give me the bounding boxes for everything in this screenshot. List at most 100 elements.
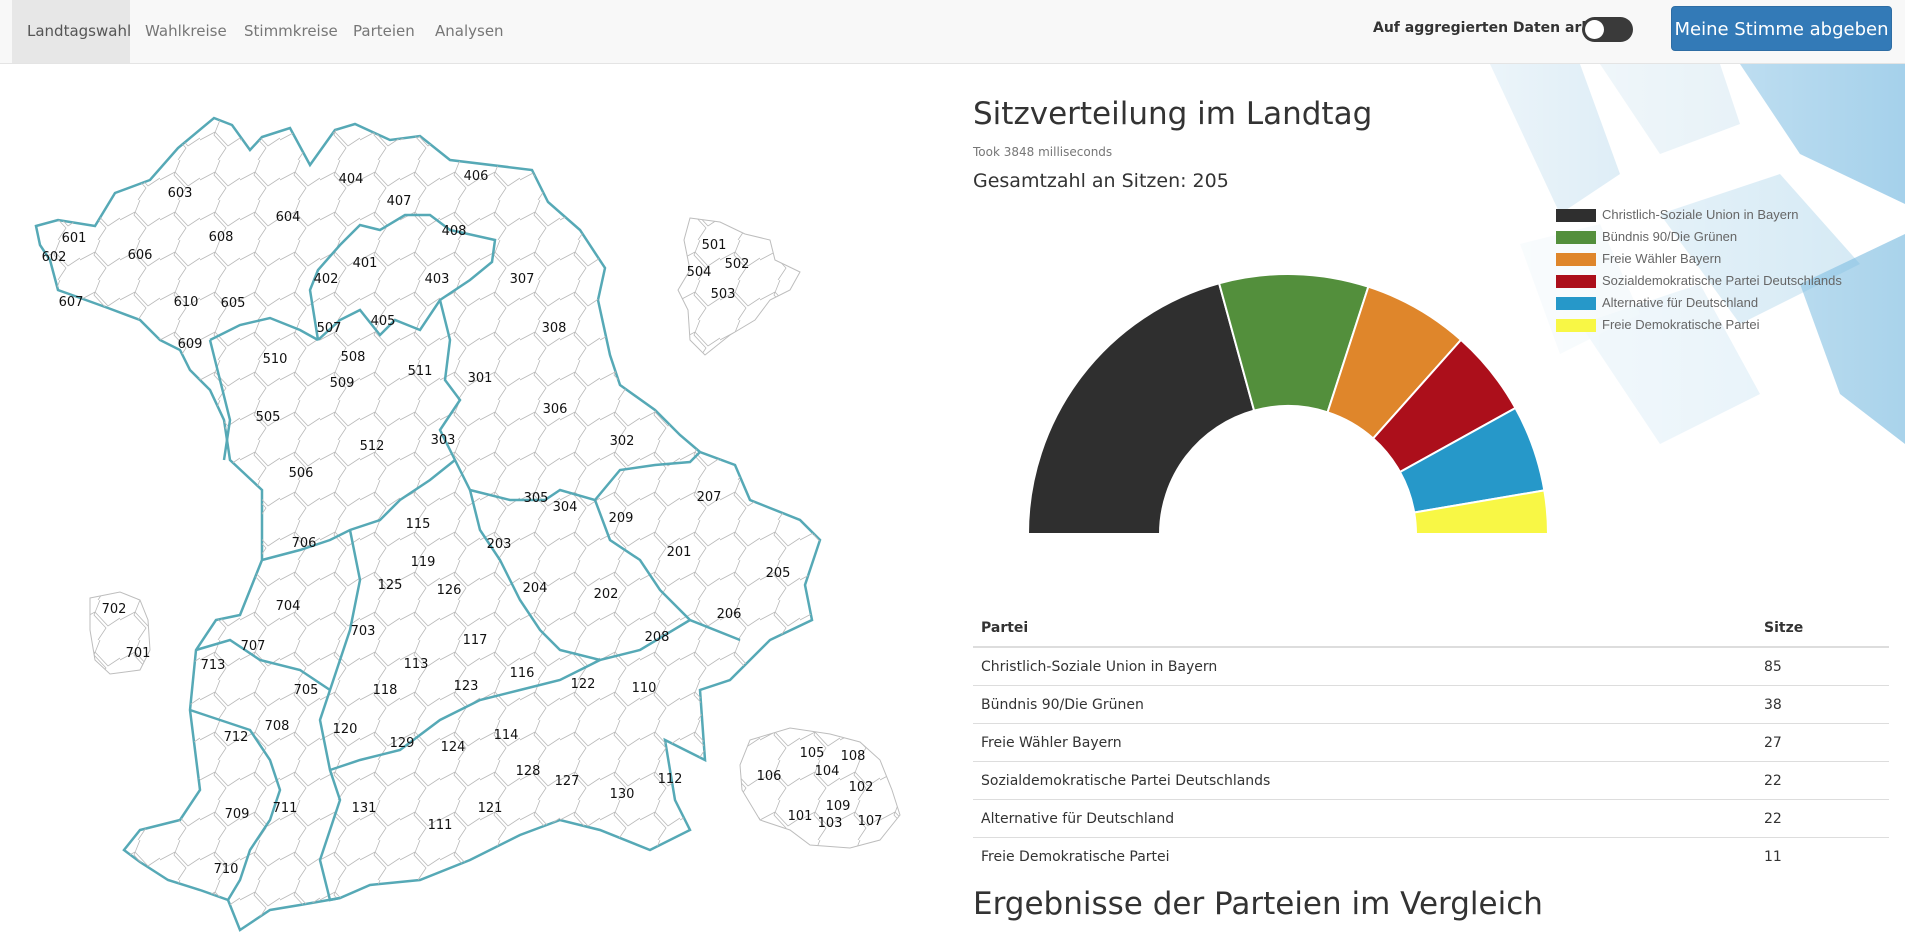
district-label-201[interactable]: 201 (667, 545, 692, 560)
district-label-402[interactable]: 402 (314, 272, 339, 287)
district-label-128[interactable]: 128 (516, 764, 541, 779)
district-label-124[interactable]: 124 (441, 740, 466, 755)
district-label-504[interactable]: 504 (687, 265, 712, 280)
district-label-129[interactable]: 129 (390, 736, 415, 751)
district-label-117[interactable]: 117 (463, 633, 488, 648)
district-label-304[interactable]: 304 (553, 500, 578, 515)
district-label-104[interactable]: 104 (815, 764, 840, 779)
district-label-711[interactable]: 711 (273, 801, 298, 816)
district-label-508[interactable]: 508 (341, 350, 366, 365)
district-label-510[interactable]: 510 (263, 352, 288, 367)
district-label-709[interactable]: 709 (225, 807, 250, 822)
district-label-125[interactable]: 125 (378, 578, 403, 593)
district-label-118[interactable]: 118 (373, 683, 398, 698)
district-label-712[interactable]: 712 (224, 730, 249, 745)
district-label-606[interactable]: 606 (128, 248, 153, 263)
district-label-703[interactable]: 703 (351, 624, 376, 639)
district-label-101[interactable]: 101 (788, 809, 813, 824)
district-label-209[interactable]: 209 (609, 511, 634, 526)
district-label-120[interactable]: 120 (333, 722, 358, 737)
district-label-130[interactable]: 130 (610, 787, 635, 802)
district-label-131[interactable]: 131 (352, 801, 377, 816)
district-label-203[interactable]: 203 (487, 537, 512, 552)
district-label-511[interactable]: 511 (408, 364, 433, 379)
district-label-205[interactable]: 205 (766, 566, 791, 581)
district-label-301[interactable]: 301 (468, 371, 493, 386)
district-label-507[interactable]: 507 (317, 321, 342, 336)
district-label-601[interactable]: 601 (62, 231, 87, 246)
district-label-306[interactable]: 306 (543, 402, 568, 417)
district-label-126[interactable]: 126 (437, 583, 462, 598)
aggregated-data-toggle[interactable] (1582, 17, 1633, 42)
district-label-119[interactable]: 119 (411, 555, 436, 570)
district-label-303[interactable]: 303 (431, 433, 456, 448)
district-label-106[interactable]: 106 (757, 769, 782, 784)
district-label-308[interactable]: 308 (542, 321, 567, 336)
district-label-111[interactable]: 111 (428, 818, 453, 833)
district-label-604[interactable]: 604 (276, 210, 301, 225)
district-label-702[interactable]: 702 (102, 602, 127, 617)
district-label-103[interactable]: 103 (818, 816, 843, 831)
legend-item[interactable]: Christlich-Soziale Union in Bayern (1556, 207, 1886, 223)
district-label-105[interactable]: 105 (800, 746, 825, 761)
vote-button[interactable]: Meine Stimme abgeben (1671, 6, 1892, 51)
district-label-503[interactable]: 503 (711, 287, 736, 302)
legend-item[interactable]: Freie Wähler Bayern (1556, 251, 1886, 267)
chart-slice-0[interactable] (1026, 282, 1256, 535)
district-label-502[interactable]: 502 (725, 257, 750, 272)
nav-parteien[interactable]: Parteien (353, 22, 415, 40)
district-label-705[interactable]: 705 (294, 683, 319, 698)
district-label-102[interactable]: 102 (849, 780, 874, 795)
district-label-116[interactable]: 116 (510, 666, 535, 681)
nav-stimmkreise[interactable]: Stimmkreise (244, 22, 338, 40)
district-label-107[interactable]: 107 (858, 814, 883, 829)
district-label-512[interactable]: 512 (360, 439, 385, 454)
nav-analysen[interactable]: Analysen (435, 22, 504, 40)
district-label-115[interactable]: 115 (406, 517, 431, 532)
district-label-607[interactable]: 607 (59, 295, 84, 310)
district-label-404[interactable]: 404 (339, 172, 364, 187)
district-label-305[interactable]: 305 (524, 491, 549, 506)
district-label-109[interactable]: 109 (826, 799, 851, 814)
district-label-701[interactable]: 701 (126, 646, 151, 661)
district-label-302[interactable]: 302 (610, 434, 635, 449)
district-label-605[interactable]: 605 (221, 296, 246, 311)
district-label-127[interactable]: 127 (555, 774, 580, 789)
legend-item[interactable]: Alternative für Deutschland (1556, 295, 1886, 311)
chart-slice-5[interactable] (1413, 489, 1550, 535)
district-label-708[interactable]: 708 (265, 719, 290, 734)
district-label-509[interactable]: 509 (330, 376, 355, 391)
district-label-710[interactable]: 710 (214, 862, 239, 877)
district-label-602[interactable]: 602 (42, 250, 67, 265)
district-label-406[interactable]: 406 (464, 169, 489, 184)
district-label-608[interactable]: 608 (209, 230, 234, 245)
district-label-114[interactable]: 114 (494, 728, 519, 743)
district-label-204[interactable]: 204 (523, 581, 548, 596)
nav-landtagswahl[interactable]: Landtagswahl (12, 0, 131, 63)
district-label-706[interactable]: 706 (292, 536, 317, 551)
legend-item[interactable]: Sozialdemokratische Partei Deutschlands (1556, 273, 1886, 289)
district-label-501[interactable]: 501 (702, 238, 727, 253)
district-label-208[interactable]: 208 (645, 630, 670, 645)
district-label-206[interactable]: 206 (717, 607, 742, 622)
nav-wahlkreise[interactable]: Wahlkreise (145, 22, 227, 40)
district-label-405[interactable]: 405 (371, 314, 396, 329)
district-label-609[interactable]: 609 (178, 337, 203, 352)
district-label-403[interactable]: 403 (425, 272, 450, 287)
district-label-704[interactable]: 704 (276, 599, 301, 614)
district-label-202[interactable]: 202 (594, 587, 619, 602)
district-label-108[interactable]: 108 (841, 749, 866, 764)
district-label-707[interactable]: 707 (241, 639, 266, 654)
district-label-506[interactable]: 506 (289, 466, 314, 481)
legend-item[interactable]: Freie Demokratische Partei (1556, 317, 1886, 333)
legend-item[interactable]: Bündnis 90/Die Grünen (1556, 229, 1886, 245)
district-label-122[interactable]: 122 (571, 677, 596, 692)
district-label-112[interactable]: 112 (658, 772, 683, 787)
district-label-505[interactable]: 505 (256, 410, 281, 425)
district-label-408[interactable]: 408 (442, 224, 467, 239)
district-label-307[interactable]: 307 (510, 272, 535, 287)
district-label-610[interactable]: 610 (174, 295, 199, 310)
district-label-121[interactable]: 121 (478, 801, 503, 816)
district-label-207[interactable]: 207 (697, 490, 722, 505)
district-label-401[interactable]: 401 (353, 256, 378, 271)
